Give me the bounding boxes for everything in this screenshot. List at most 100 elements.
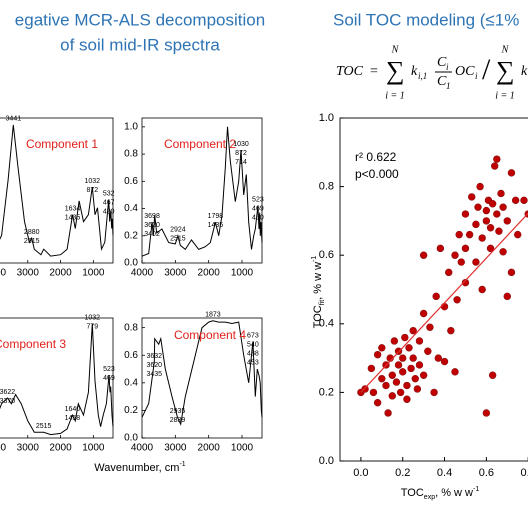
left-title: of soil mid-IR spectra [60,35,220,54]
formula-part: i,1 [418,71,427,81]
formula-part: i = 1 [495,90,515,101]
peak-label: 1634 [65,206,81,213]
spectrum-line [0,323,114,436]
x-tick-label: 4000 [0,268,7,279]
label-sub: exp [424,494,435,501]
x-tick-label: 2000 [198,268,221,279]
peak-label: 469 [252,206,264,213]
data-point [378,344,386,352]
x-tick-label: 4000 [131,268,154,279]
peak-label: 3435 [146,371,162,378]
right-title: Soil TOC modeling (≤1% [333,10,519,29]
peak-label: 872 [235,150,247,157]
x-tick-label: 0.4 [437,467,452,479]
component-title: Component 2 [164,137,236,151]
spectrum-line [0,124,114,257]
peak-label: 488 [247,350,259,357]
y-tick-label: 0.8 [319,181,334,193]
formula-part: C [437,55,447,70]
plot-frame [0,117,114,264]
data-point [411,374,419,383]
peak-label: 540 [247,341,259,348]
data-point [457,258,465,266]
label-text: , % w w [435,487,473,499]
data-point [445,268,453,277]
label-sup: -1 [473,486,479,493]
peak-label: 1435 [65,215,81,222]
data-point [493,155,501,163]
peak-label: 532 [103,190,115,197]
peak-label: 2880 [24,229,40,236]
component-title: Component 3 [0,337,66,351]
peak-label: 1798 [208,213,224,220]
data-point [491,162,499,170]
data-point [434,354,442,362]
x-axis-label-text: Wavenumber, cm [94,462,179,474]
label-main: TOC [401,487,424,499]
peak-label: 3402 [144,231,160,238]
x-axis-label: Wavenumber, cm-1 [94,461,186,474]
data-point [451,251,459,259]
data-point [415,337,424,345]
formula-part: k [411,64,418,79]
data-point [514,230,522,239]
peak-label: 430 [252,215,264,222]
data-point [482,217,491,225]
y-tick-label: 0.6 [319,249,334,261]
data-point [465,230,474,239]
x-tick-label: 0.2 [395,467,410,479]
data-point [373,350,382,359]
label-sub: fit [319,300,326,306]
data-point [488,200,497,208]
peak-label: 1030 [233,141,249,148]
formula-part: k [521,64,528,79]
formula-part: N [501,44,510,55]
data-point [409,354,417,362]
data-point [482,409,491,417]
data-point [419,309,428,318]
data-point [495,227,503,235]
data-point [520,196,528,205]
peak-label: 2924 [170,227,186,234]
x-tick-label: 3000 [164,443,187,454]
data-point [409,326,417,335]
label-sup: -1 [311,256,318,262]
peak-label: 1640 [65,406,81,413]
data-point [390,337,399,345]
data-point [461,278,470,287]
plot-frame [339,117,528,462]
y-label: TOCfit, % w w-1 [311,256,326,329]
spectrum-line [141,126,263,257]
peak-label: 2935 [170,408,186,415]
spectrum-line [141,320,263,426]
data-point [486,224,495,232]
data-point [367,364,376,373]
y-tick-label: 0.0 [124,258,138,269]
formula-part: i [446,62,449,72]
x-tick-label: 3000 [17,268,40,279]
y-tick-label: 1.0 [319,112,334,124]
data-point [474,203,482,211]
plot-frame [141,317,263,439]
plot-frame [0,317,114,439]
peak-label: 3698 [144,213,160,220]
x-tick-label: 3000 [164,268,187,279]
x-tick-label: 2000 [49,443,72,454]
data-point [388,371,396,379]
formula-part: i [475,71,478,81]
data-point [392,378,401,386]
formula-part: = [370,64,378,79]
data-point [447,326,455,335]
data-point [499,203,507,211]
x-tick-label: 4000 [0,443,7,454]
component-title: Component 4 [174,328,246,342]
data-point [419,251,428,259]
peak-label: 2515 [36,423,52,430]
data-point [472,258,480,266]
formula-part: / [482,53,491,86]
data-point [401,333,409,342]
data-point [476,182,484,191]
data-point [440,302,449,311]
y-tick-label: 0.8 [124,149,138,160]
